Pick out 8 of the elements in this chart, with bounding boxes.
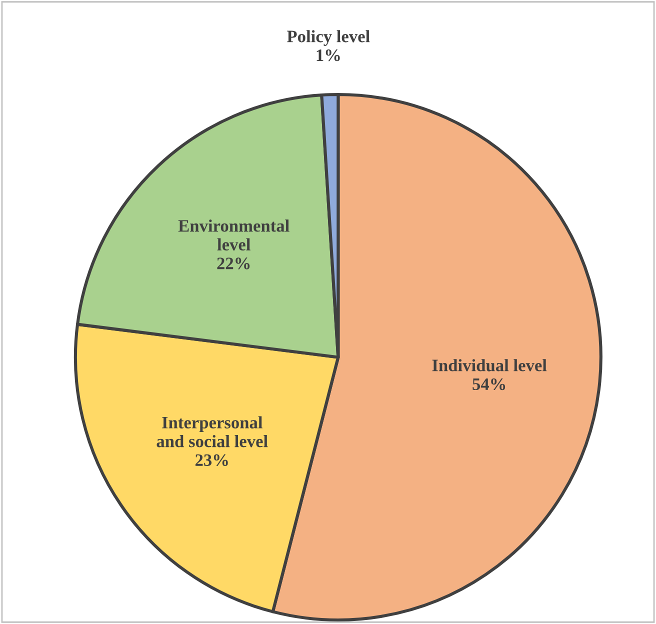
slice-label: Individual level <box>432 359 547 372</box>
slice-label: Policy level <box>287 30 370 46</box>
data-label: 22% <box>217 258 250 270</box>
data-label: 1% <box>316 49 340 62</box>
slice-label: Environmental level <box>178 220 290 251</box>
data-label: 23% <box>196 454 228 466</box>
data-label: 54% <box>472 378 506 390</box>
slice-label: Interpersonal and social level <box>156 416 268 448</box>
